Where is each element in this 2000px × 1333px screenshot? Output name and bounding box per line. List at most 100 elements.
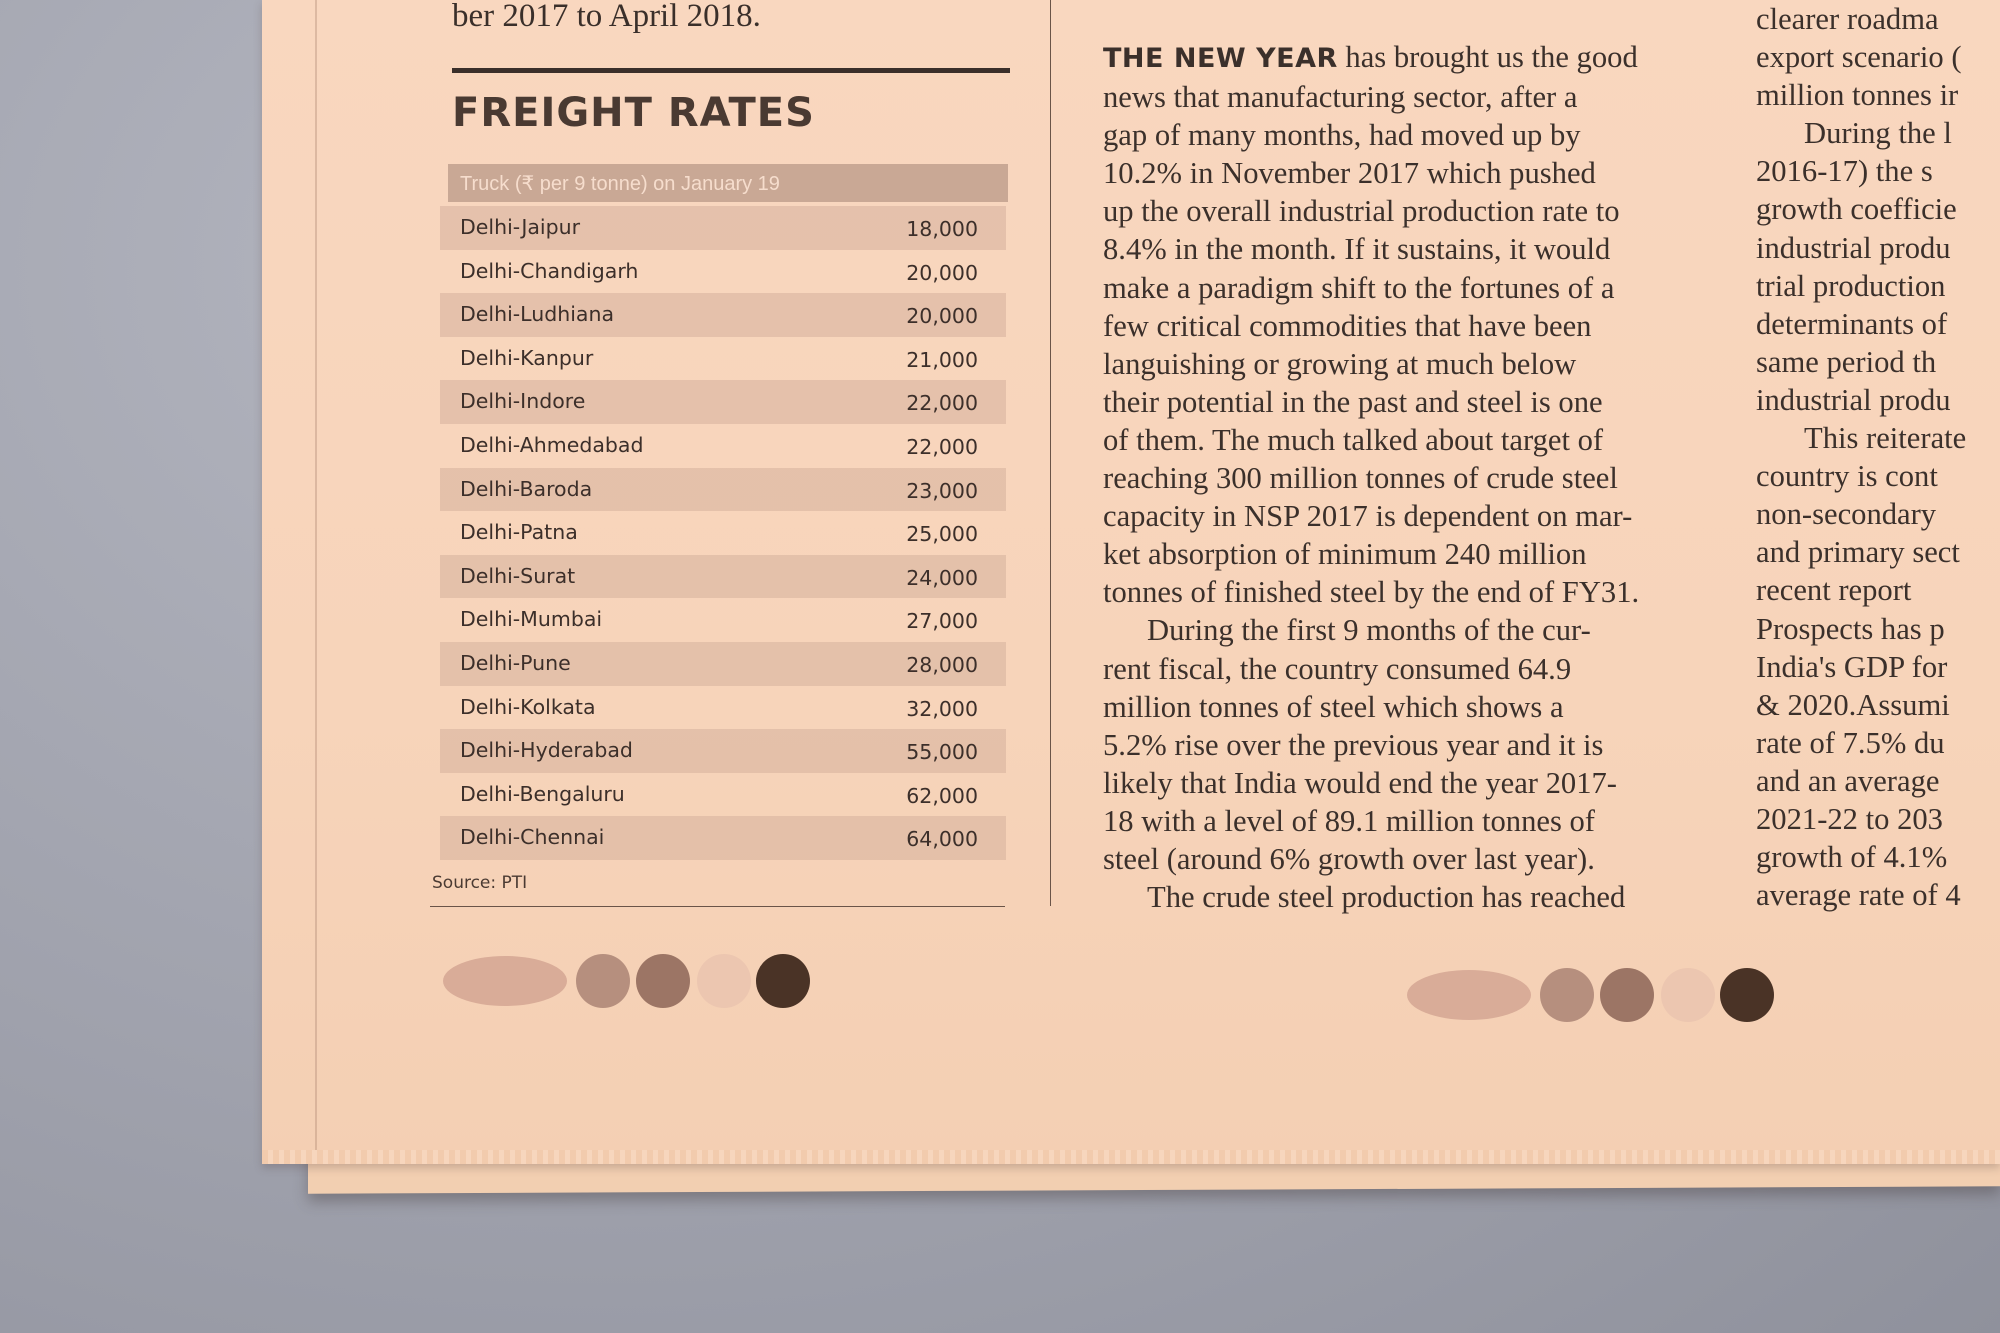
article-line: clearer roadma <box>1756 2 1939 36</box>
rate-value: 24,000 <box>906 565 978 590</box>
article-line: and an average <box>1756 763 1940 798</box>
article-paragraph-start: During the first 9 months of the cur- <box>1147 613 1591 648</box>
rate-value: 18,000 <box>906 217 978 241</box>
article-line: rate of 7.5% du <box>1756 725 1945 760</box>
article-lead-in: THE NEW YEAR <box>1103 43 1338 74</box>
rate-value: 62,000 <box>906 783 978 808</box>
rate-value: 28,000 <box>906 652 978 677</box>
table-row: Delhi-Bengaluru 62,000 <box>440 773 1006 817</box>
article-line: 5.2% rise over the previous year and it … <box>1103 727 1604 762</box>
rate-value: 21,000 <box>906 347 978 372</box>
rate-value: 22,000 <box>906 391 978 416</box>
decorative-dot <box>1720 968 1774 1022</box>
rate-value: 22,000 <box>906 434 978 459</box>
table-row: Delhi-Jaipur 18,000 <box>440 206 1006 250</box>
decorative-dot <box>756 954 810 1008</box>
article-line: 10.2% in November 2017 which pushed <box>1103 156 1596 191</box>
table-row: Delhi-Mumbai 27,000 <box>440 598 1006 642</box>
route-name: Delhi-Chennai <box>460 825 605 850</box>
article-line: ket absorption of minimum 240 million <box>1103 537 1587 572</box>
article-line: make a paradigm shift to the fortunes of… <box>1103 270 1615 305</box>
table-row: Delhi-Chandigarh 20,000 <box>440 250 1006 294</box>
article-line: tonnes of finished steel by the end of F… <box>1103 575 1640 610</box>
margin-fold <box>315 0 317 1150</box>
article-line: few critical commodities that have been <box>1103 308 1592 343</box>
freight-table-header-text: Truck (₹ per 9 tonne) on January 19 <box>460 173 780 195</box>
article-paragraph-start: During the l <box>1804 116 1952 151</box>
article-line: & 2020.Assumi <box>1756 687 1950 722</box>
table-source: Source: PTI <box>432 873 528 893</box>
route-name: Delhi-Pune <box>460 650 571 675</box>
decorative-dot <box>1540 968 1594 1022</box>
rate-value: 64,000 <box>906 827 978 852</box>
article-line: non-secondary <box>1756 497 1937 532</box>
article-line: determinants of <box>1756 306 1948 341</box>
section-rule <box>452 68 1010 73</box>
freight-table-header: Truck (₹ per 9 tonne) on January 19 <box>448 164 1008 202</box>
article-line: of them. The much talked about target of <box>1103 422 1604 457</box>
column-divider <box>1050 0 1051 906</box>
article-line: million tonnes ir <box>1756 78 1959 113</box>
decorative-dots-right <box>1407 964 1787 1024</box>
rate-value: 32,000 <box>906 696 978 721</box>
article-line: gap of many months, had moved up by <box>1103 118 1581 153</box>
article-line: industrial produ <box>1756 230 1951 265</box>
article-line: their potential in the past and steel is… <box>1103 384 1603 419</box>
decorative-dots-left <box>443 950 823 1010</box>
route-name: Delhi-Baroda <box>460 476 593 501</box>
rate-value: 20,000 <box>906 260 978 285</box>
route-name: Delhi-Kolkata <box>460 694 596 719</box>
article-line: languishing or growing at much below <box>1103 346 1577 381</box>
right-article-column: clearer roadma export scenario ( million… <box>1756 0 2000 914</box>
article-line: steel (around 6% growth over last year). <box>1103 841 1595 876</box>
article-first-line-rest: has brought us the good <box>1345 40 1638 74</box>
table-row: Delhi-Indore 22,000 <box>440 380 1006 424</box>
decorative-dot <box>1600 968 1654 1022</box>
article-line: rent fiscal, the country consumed 64.9 <box>1103 651 1572 686</box>
article-line: average rate of 4 <box>1756 878 1961 913</box>
article-line: trial production <box>1756 268 1946 303</box>
article-line: 2016-17) the s <box>1756 154 1933 189</box>
table-row: Delhi-Kanpur 21,000 <box>440 337 1006 381</box>
decorative-oval <box>443 956 567 1006</box>
rate-value: 55,000 <box>906 740 978 765</box>
rate-value: 20,000 <box>906 304 978 329</box>
article-line: likely that India would end the year 201… <box>1103 765 1617 800</box>
route-name: Delhi-Mumbai <box>460 607 603 632</box>
decorative-dot <box>636 954 690 1008</box>
article-line: news that manufacturing sector, after a <box>1103 80 1578 115</box>
table-row: Delhi-Kolkata 32,000 <box>440 686 1006 730</box>
route-name: Delhi-Bengaluru <box>460 781 625 806</box>
route-name: Delhi-Ludhiana <box>460 302 615 327</box>
article-line: 8.4% in the month. If it sustains, it wo… <box>1103 232 1611 267</box>
table-row: Delhi-Ahmedabad 22,000 <box>440 424 1006 468</box>
table-bottom-rule <box>430 906 1005 907</box>
article-line: million tonnes of steel which shows a <box>1103 689 1564 724</box>
decorative-oval <box>1407 970 1531 1020</box>
article-line: export scenario ( <box>1756 40 1962 75</box>
article-column: THE NEW YEAR has brought us the good new… <box>1103 38 1711 916</box>
article-paragraph-start: This reiterate <box>1804 421 1967 456</box>
freight-rates-title: FREIGHT RATES <box>452 90 815 136</box>
article-line: up the overall industrial production rat… <box>1103 194 1620 229</box>
route-name: Delhi-Indore <box>460 389 586 414</box>
route-name: Delhi-Kanpur <box>460 345 594 370</box>
article-line: same period th <box>1756 344 1937 379</box>
article-line: reaching 300 million tonnes of crude ste… <box>1103 461 1618 496</box>
decorative-dot <box>1661 968 1715 1022</box>
article-line: 2021-22 to 203 <box>1756 801 1943 836</box>
article-line: and primary sect <box>1756 535 1960 570</box>
article-line: recent report <box>1756 573 1912 608</box>
article-line: 18 with a level of 89.1 million tonnes o… <box>1103 803 1595 838</box>
table-row: Delhi-Hyderabad 55,000 <box>440 729 1006 773</box>
route-name: Delhi-Hyderabad <box>460 738 633 763</box>
decorative-dot <box>576 954 630 1008</box>
table-row: Delhi-Ludhiana 20,000 <box>440 293 1006 337</box>
freight-rates-table: Delhi-Jaipur 18,000 Delhi-Chandigarh 20,00… <box>440 206 1006 860</box>
article-line: Prospects has p <box>1756 611 1945 646</box>
route-name: Delhi-Ahmedabad <box>460 432 644 457</box>
table-row: Delhi-Chennai 64,000 <box>440 816 1006 860</box>
table-row: Delhi-Patna 25,000 <box>440 511 1006 555</box>
route-name: Delhi-Patna <box>460 520 578 545</box>
route-name: Delhi-Jaipur <box>460 215 581 239</box>
